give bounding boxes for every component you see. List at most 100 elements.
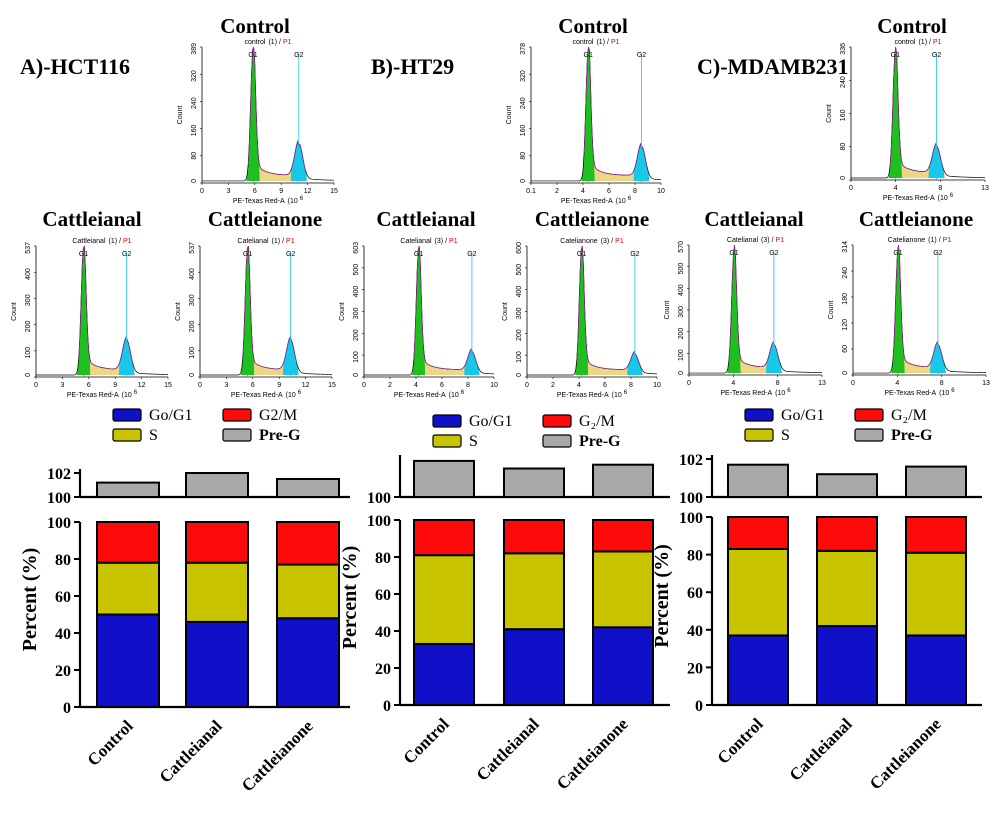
legend: Go/G1 G₂/M S Pre-G xyxy=(432,413,621,450)
x-tick-label: 15 xyxy=(328,382,336,389)
histogram-curve xyxy=(853,244,987,374)
bar-pre-g-cattleianone xyxy=(592,463,654,499)
histogram-title: Cattleianal xyxy=(376,207,475,231)
histogram-subtitle: control (1) / P1 xyxy=(244,39,291,46)
bar-pre-g-cattleianone xyxy=(276,478,340,498)
g2-gate-label: G2 xyxy=(294,52,303,59)
subtitle-gate: P1 xyxy=(615,238,624,245)
bar-g2-m-control xyxy=(96,521,160,564)
subtitle-sample: Catelianal xyxy=(727,237,759,244)
x-tick-label: 10 xyxy=(657,188,665,195)
histogram-title: Control xyxy=(877,14,947,38)
y-tick-label: 400 xyxy=(189,268,196,280)
g2-gate-label: G2 xyxy=(286,251,295,258)
x-tick-label: 12 xyxy=(302,382,310,389)
bar-g2-m-cattleianal xyxy=(185,521,249,564)
legend-g2m-swatch xyxy=(542,414,572,428)
legend-go-g1-label: Go/G1 xyxy=(781,407,825,424)
g2-gate-label: G2 xyxy=(932,52,941,59)
histogram-subtitle: Catelianal (3) / P1 xyxy=(400,238,457,245)
x-label-unit: (10 xyxy=(939,390,949,397)
x-tick-label: 6 xyxy=(607,188,611,195)
panel-label: C)-MDAMB231 xyxy=(697,54,849,79)
x-tick-label: 12 xyxy=(138,382,146,389)
y-tick-label: 100 xyxy=(353,351,360,363)
x-tick-label: 0 xyxy=(200,188,204,195)
x-tick-label: 6 xyxy=(440,382,444,389)
x-axis-label: PE-Texas Red-A (10 6 xyxy=(231,390,302,399)
x-tick-label: 4 xyxy=(414,382,418,389)
subtitle-number: (1) xyxy=(272,238,281,245)
x-tick-label: 2 xyxy=(551,382,555,389)
x-label-exp: 6 xyxy=(787,388,791,394)
x-label-text: PE-Texas Red-A xyxy=(557,392,609,399)
y-tick-label: 100 xyxy=(516,351,523,363)
x-tick-label: 3 xyxy=(226,188,230,195)
subtitle-sep: / xyxy=(607,39,609,46)
x-tick-label: 9 xyxy=(277,382,281,389)
y-tick-label: 200 xyxy=(189,321,196,333)
x-label-text: PE-Texas Red-A xyxy=(394,392,446,399)
y-tick-label: 40 xyxy=(375,624,391,641)
x-label-unit: (10 xyxy=(122,392,132,399)
legend: Go/G1 G₂/M S Pre-G xyxy=(744,407,933,444)
x-label-unit: (10 xyxy=(616,198,626,205)
g1-gate-label: G1 xyxy=(248,52,257,59)
y-tick-label: 336 xyxy=(840,43,847,55)
g1-gate-label: G1 xyxy=(577,251,586,258)
x-label-text: PE-Texas Red-A xyxy=(231,392,283,399)
subtitle-sep: / xyxy=(939,237,941,244)
x-tick-label: 9 xyxy=(113,382,117,389)
bar-s-cattleianone xyxy=(905,551,967,637)
category-label: Control xyxy=(714,714,767,767)
x-tick-label: 12 xyxy=(304,188,312,195)
y-tick-label: 0 xyxy=(520,179,527,183)
x-label-text: PE-Texas Red-A xyxy=(883,195,935,202)
stacked-bar-chart-1: Go/G1 G2/M S Pre-G 100 102 0 20 40 60 80 100 Percent… xyxy=(19,407,350,795)
y-tick-label: 100 xyxy=(47,515,71,532)
histogram-subtitle: Cattleianal (1) / P1 xyxy=(72,238,131,245)
y-tick-label: 100 xyxy=(367,513,391,530)
legend-go-g1-swatch xyxy=(744,408,774,422)
histogram-1-3: Cattleianone Catelianal (1) / P1 0 100 200 300 40… xyxy=(175,207,336,399)
bar-g2-m-cattleianal xyxy=(816,516,878,552)
subtitle-number: (3) xyxy=(761,237,770,244)
bar-pre-g-cattleianal xyxy=(816,473,878,499)
legend-pre-g-swatch xyxy=(542,434,572,448)
subtitle-gate: P1 xyxy=(123,238,132,245)
category-label: Cattleianal xyxy=(473,714,543,784)
histogram-subtitle: Catelianal (3) / P1 xyxy=(727,237,784,244)
legend-s-label: S xyxy=(469,433,478,450)
x-label-text: PE-Texas Red-A xyxy=(67,392,119,399)
y-tick-label: 200 xyxy=(353,329,360,341)
bar-s-control xyxy=(727,547,789,637)
g2-gate-label: G2 xyxy=(122,251,131,258)
x-tick-label: 8 xyxy=(466,382,470,389)
bar-go-g1-cattleianal xyxy=(185,620,249,709)
x-tick-label: 15 xyxy=(164,382,172,389)
histogram-title: Cattleianone xyxy=(208,207,322,231)
bar-go-g1-control xyxy=(727,634,789,706)
g2-gate-label: G2 xyxy=(933,250,942,257)
y-tick-label: 80 xyxy=(375,550,391,567)
x-tick-label: 0 xyxy=(198,382,202,389)
y-tick-label: 100 xyxy=(678,349,685,361)
y-tick-label: 60 xyxy=(842,345,849,353)
y-tick-label: 0 xyxy=(678,371,685,375)
y-tick-label: 80 xyxy=(191,152,198,160)
x-tick-label: 9 xyxy=(279,188,283,195)
g2-gate-label: G2 xyxy=(637,52,646,59)
g2-gate-label: G2 xyxy=(630,251,639,258)
fit-curve xyxy=(583,46,648,176)
subtitle-number: (1) xyxy=(596,39,605,46)
panel-label: B)-HT29 xyxy=(371,54,454,79)
subtitle-gate: P1 xyxy=(449,238,458,245)
bar-s-control xyxy=(96,561,160,616)
legend-pre-g-label: Pre-G xyxy=(579,433,621,450)
y-tick-label: 0 xyxy=(191,179,198,183)
legend-g2m-label: G₂/M xyxy=(579,413,615,430)
